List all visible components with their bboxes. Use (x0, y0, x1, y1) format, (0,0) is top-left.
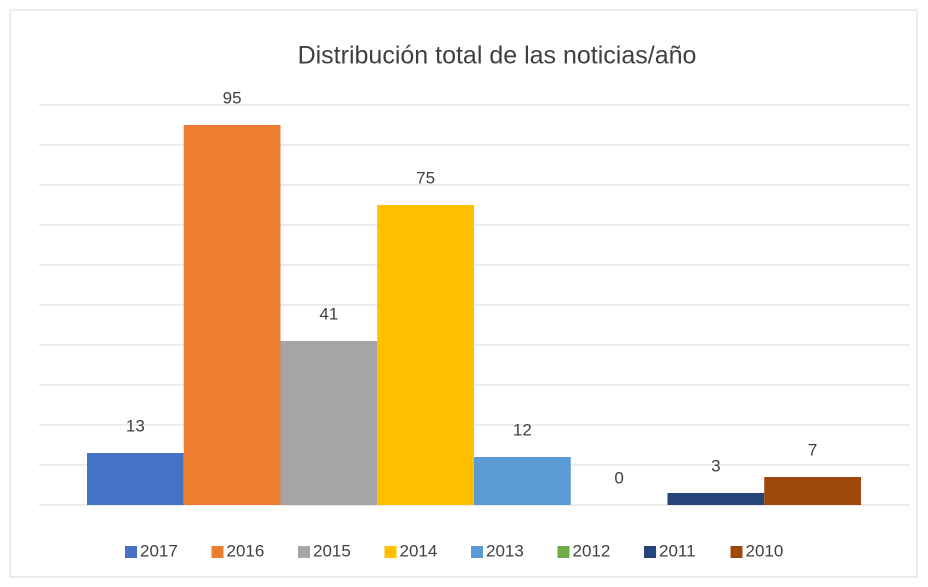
legend-swatch (730, 546, 743, 558)
legend-swatch (298, 546, 310, 558)
bar (764, 477, 861, 505)
legend-swatch (557, 546, 570, 558)
bar (474, 457, 571, 505)
legend-label: 2013 (486, 541, 524, 560)
data-label: 7 (808, 440, 817, 459)
data-label: 75 (416, 168, 435, 187)
legend-label: 2015 (313, 541, 351, 560)
bar (280, 341, 378, 505)
legend-label: 2012 (573, 541, 611, 560)
data-label: 13 (126, 416, 145, 435)
data-label: 12 (513, 420, 532, 439)
chart-title: Distribución total de las noticias/año (298, 42, 697, 70)
bar (377, 205, 474, 505)
legend-swatch (125, 546, 137, 558)
data-label: 3 (711, 456, 720, 475)
legend-label: 2014 (400, 541, 438, 560)
legend-swatch (384, 546, 397, 558)
data-label: 95 (223, 88, 242, 107)
data-label: 41 (319, 304, 338, 323)
legend-swatch (644, 546, 656, 558)
data-label: 0 (614, 468, 623, 487)
legend-swatch (211, 546, 224, 558)
legend-swatch (471, 546, 483, 558)
bar (667, 493, 765, 505)
legend-label: 2011 (659, 541, 696, 560)
bar (183, 125, 281, 505)
legend-label: 2010 (746, 541, 784, 560)
legend-label: 2017 (140, 541, 178, 560)
legend-label: 2016 (227, 541, 265, 560)
bar (87, 453, 184, 505)
